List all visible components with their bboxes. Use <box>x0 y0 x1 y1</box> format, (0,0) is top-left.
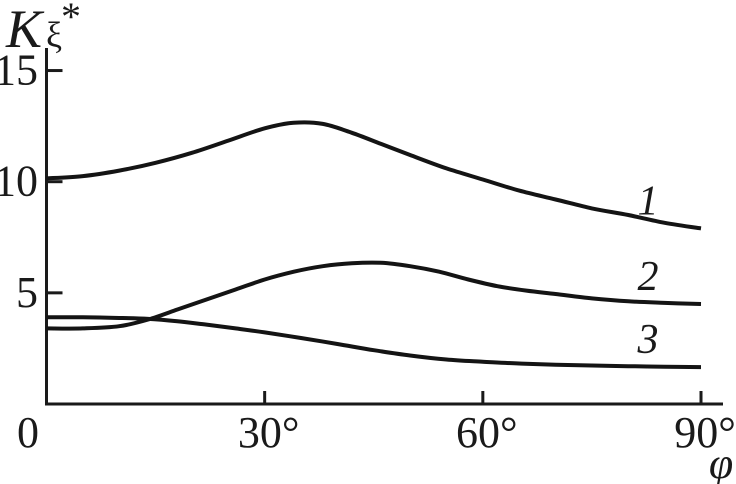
x-axis-tick-label: 0 <box>17 408 39 457</box>
y-axis-tick-label: 5 <box>16 268 38 317</box>
labels-layer: 5 10 15 0 30° 60° 90° 1 2 3 <box>0 46 736 457</box>
curve-1 <box>46 120 702 231</box>
y-axis-title: K * ξ <box>0 0 110 60</box>
curve-label-3: 3 <box>637 317 659 363</box>
y-axis-title-superscript: * <box>61 0 81 39</box>
x-axis-title: φ <box>709 439 733 484</box>
x-axis-tick-label: 90° <box>674 408 736 457</box>
curve-label-2: 2 <box>638 254 659 300</box>
curves-layer <box>46 120 702 370</box>
x-axis-tick-label: 30° <box>238 408 300 457</box>
y-axis-title-subscript: ξ <box>46 15 63 55</box>
axis-lines <box>45 48 723 406</box>
curve-label-1: 1 <box>638 178 659 224</box>
y-axis-tick-label: 15 <box>0 46 38 95</box>
curve-2 <box>46 260 702 331</box>
y-axis-tick-label: 10 <box>0 157 38 206</box>
axes-layer <box>45 48 723 406</box>
x-axis-tick-label: 60° <box>456 408 518 457</box>
curve-3 <box>46 315 702 370</box>
y-axis-title-symbol: K <box>6 0 43 59</box>
